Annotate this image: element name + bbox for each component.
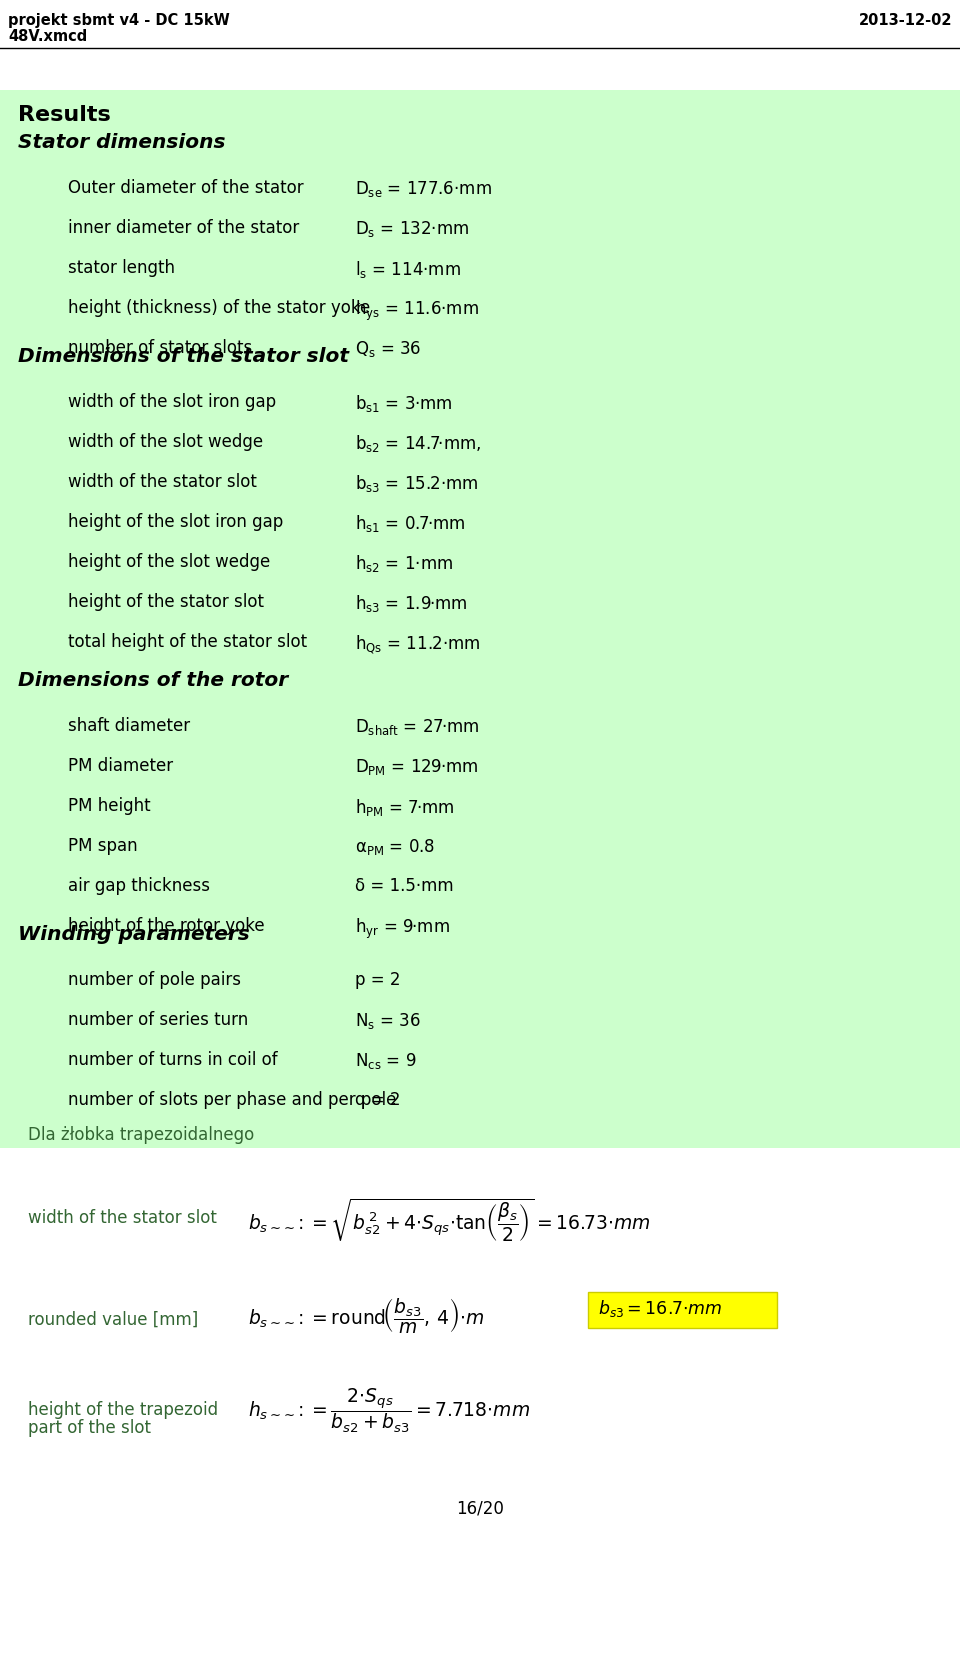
- Text: q = 2: q = 2: [355, 1091, 400, 1110]
- Text: Dla żłobka trapezoidalnego: Dla żłobka trapezoidalnego: [28, 1126, 254, 1145]
- Text: PM height: PM height: [68, 798, 151, 815]
- Text: $\mathrm{h_{s1}}$ = 0.7·mm: $\mathrm{h_{s1}}$ = 0.7·mm: [355, 513, 466, 535]
- Text: height of the slot iron gap: height of the slot iron gap: [68, 513, 283, 531]
- Text: $\mathrm{N_{s}}$ = 36: $\mathrm{N_{s}}$ = 36: [355, 1011, 420, 1031]
- Text: Stator dimensions: Stator dimensions: [18, 132, 226, 153]
- Text: height of the stator slot: height of the stator slot: [68, 593, 264, 612]
- Text: $\mathrm{D_{PM}}$ = 129·mm: $\mathrm{D_{PM}}$ = 129·mm: [355, 758, 479, 778]
- Text: δ = 1.5·mm: δ = 1.5·mm: [355, 877, 454, 895]
- Text: part of the slot: part of the slot: [28, 1420, 151, 1436]
- Text: Dimensions of the rotor: Dimensions of the rotor: [18, 670, 288, 691]
- Text: height of the trapezoid: height of the trapezoid: [28, 1401, 218, 1420]
- Text: $b_{s\sim\!\sim} \!:= \sqrt{b_{s2}^{\,2} + 4 {\cdot} S_{qs} {\cdot} \tan\!\left(: $b_{s\sim\!\sim} \!:= \sqrt{b_{s2}^{\,2}…: [248, 1197, 651, 1244]
- Text: $\mathrm{D_{s}}$ = 132·mm: $\mathrm{D_{s}}$ = 132·mm: [355, 220, 469, 240]
- Text: inner diameter of the stator: inner diameter of the stator: [68, 220, 300, 236]
- Text: rounded value [mm]: rounded value [mm]: [28, 1311, 199, 1329]
- Text: shaft diameter: shaft diameter: [68, 717, 190, 736]
- Text: number of pole pairs: number of pole pairs: [68, 970, 241, 989]
- Text: width of the stator slot: width of the stator slot: [28, 1208, 217, 1227]
- Text: $\mathrm{D_{se}}$ = 177.6·mm: $\mathrm{D_{se}}$ = 177.6·mm: [355, 179, 492, 199]
- Text: height of the rotor yoke: height of the rotor yoke: [68, 917, 265, 935]
- Text: $\mathrm{h_{s2}}$ = 1·mm: $\mathrm{h_{s2}}$ = 1·mm: [355, 553, 453, 573]
- Text: total height of the stator slot: total height of the stator slot: [68, 634, 307, 650]
- Text: stator length: stator length: [68, 260, 175, 277]
- FancyBboxPatch shape: [0, 91, 960, 1148]
- Text: 48V.xmcd: 48V.xmcd: [8, 28, 87, 44]
- Text: width of the slot wedge: width of the slot wedge: [68, 432, 263, 451]
- Text: $\mathrm{l_{s}}$ = 114·mm: $\mathrm{l_{s}}$ = 114·mm: [355, 260, 461, 280]
- Text: Winding parameters: Winding parameters: [18, 925, 250, 944]
- Text: $\mathrm{b_{s1}}$ = 3·mm: $\mathrm{b_{s1}}$ = 3·mm: [355, 392, 452, 414]
- Text: $\mathrm{h_{ys}}$ = 11.6·mm: $\mathrm{h_{ys}}$ = 11.6·mm: [355, 298, 479, 323]
- Text: $\mathrm{h_{PM}}$ = 7·mm: $\mathrm{h_{PM}}$ = 7·mm: [355, 798, 454, 818]
- Text: $\mathrm{N_{cs}}$ = 9: $\mathrm{N_{cs}}$ = 9: [355, 1051, 417, 1071]
- Text: Outer diameter of the stator: Outer diameter of the stator: [68, 179, 303, 198]
- Text: $h_{s\sim\!\sim} \!:= \dfrac{2{\cdot}S_{qs}}{b_{s2} + b_{s3}} = 7.718{\cdot}mm$: $h_{s\sim\!\sim} \!:= \dfrac{2{\cdot}S_{…: [248, 1388, 530, 1435]
- Text: number of series turn: number of series turn: [68, 1011, 249, 1029]
- Text: number of turns in coil of: number of turns in coil of: [68, 1051, 277, 1069]
- Text: $\mathrm{b_{s3}}$ = 15.2·mm: $\mathrm{b_{s3}}$ = 15.2·mm: [355, 473, 479, 494]
- FancyBboxPatch shape: [588, 1292, 777, 1327]
- Text: $\mathrm{h_{yr}}$ = 9·mm: $\mathrm{h_{yr}}$ = 9·mm: [355, 917, 450, 942]
- Text: $\mathrm{\alpha_{PM}}$ = 0.8: $\mathrm{\alpha_{PM}}$ = 0.8: [355, 836, 435, 856]
- Text: Dimensions of the stator slot: Dimensions of the stator slot: [18, 347, 349, 365]
- Text: projekt sbmt v4 - DC 15kW: projekt sbmt v4 - DC 15kW: [8, 13, 229, 28]
- Text: 16/20: 16/20: [456, 1498, 504, 1517]
- Text: 2013-12-02: 2013-12-02: [858, 13, 952, 28]
- Text: $\mathrm{Q_{s}}$ = 36: $\mathrm{Q_{s}}$ = 36: [355, 339, 421, 359]
- Text: $\mathrm{b_{s2}}$ = 14.7·mm,: $\mathrm{b_{s2}}$ = 14.7·mm,: [355, 432, 481, 454]
- Text: number of stator slots: number of stator slots: [68, 339, 252, 357]
- Text: number of slots per phase and per pole: number of slots per phase and per pole: [68, 1091, 396, 1110]
- Text: Results: Results: [18, 106, 110, 126]
- Text: PM diameter: PM diameter: [68, 758, 173, 774]
- Text: air gap thickness: air gap thickness: [68, 877, 210, 895]
- Text: p = 2: p = 2: [355, 970, 400, 989]
- Text: width of the slot iron gap: width of the slot iron gap: [68, 392, 276, 411]
- Text: $\mathrm{h_{s3}}$ = 1.9·mm: $\mathrm{h_{s3}}$ = 1.9·mm: [355, 593, 468, 613]
- Text: $b_{s3} = 16.7{\cdot}mm$: $b_{s3} = 16.7{\cdot}mm$: [598, 1297, 723, 1319]
- Text: $\mathrm{h_{Qs}}$ = 11.2·mm: $\mathrm{h_{Qs}}$ = 11.2·mm: [355, 634, 480, 655]
- Text: PM span: PM span: [68, 836, 137, 855]
- Text: height of the slot wedge: height of the slot wedge: [68, 553, 271, 572]
- Text: width of the stator slot: width of the stator slot: [68, 473, 257, 491]
- Text: $\mathrm{D_{shaft}}$ = 27·mm: $\mathrm{D_{shaft}}$ = 27·mm: [355, 717, 480, 737]
- Text: $b_{s\sim\!\sim} \!:= \mathrm{round}\!\left(\dfrac{b_{s3}}{m},\,4\right){\cdot}m: $b_{s\sim\!\sim} \!:= \mathrm{round}\!\l…: [248, 1297, 484, 1336]
- Text: height (thickness) of the stator yoke: height (thickness) of the stator yoke: [68, 298, 371, 317]
